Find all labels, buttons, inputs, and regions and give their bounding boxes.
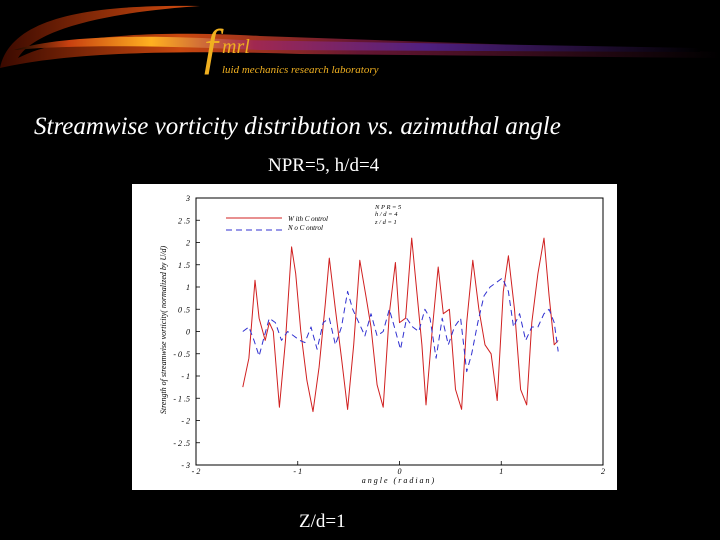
logo-subtitle: luid mechanics research laboratory [222, 64, 379, 76]
y-tick-label: 3 [185, 194, 190, 203]
chart-svg: 3 2 .5 2 1 .5 1 0 .5 0 - 0 .5 - 1 - 1 .5 - 2 - 2 .5… [159, 194, 605, 485]
annotation-hd: h / d = 4 [375, 211, 398, 218]
slide-subtitle: NPR=5, h/d=4 [268, 155, 380, 176]
y-tick-label: 1 .5 [178, 261, 190, 270]
annotation-zd: z / d = 1 [374, 219, 397, 226]
y-tick-label: - 0 .5 [173, 350, 190, 359]
y-tick-label: 1 [186, 283, 190, 292]
x-tick-label: 0 [398, 467, 402, 476]
y-tick-label: 2 .5 [178, 216, 190, 225]
logo-mrl: mrl [222, 36, 250, 58]
y-tick-label: - 1 .5 [173, 394, 190, 403]
series-line-no-control [242, 277, 559, 373]
y-axis-label: Strength of streamwise vorticity( normal… [159, 246, 168, 415]
y-tick-label: - 1 [181, 372, 190, 381]
y-tick-label: 0 [186, 328, 190, 337]
series-line-with-control [242, 237, 559, 413]
annotation-npr: N P R = 5 [374, 204, 402, 211]
x-tick-label: 1 [499, 467, 503, 476]
logo-f: f [204, 19, 218, 75]
chart-panel: 3 2 .5 2 1 .5 1 0 .5 0 - 0 .5 - 1 - 1 .5 - 2 - 2 .5… [132, 184, 617, 490]
y-tick-label: - 3 [181, 461, 190, 470]
slide-caption: Z/d=1 [299, 511, 346, 532]
y-tick-label: 0 .5 [178, 305, 190, 314]
x-tick-label: - 2 [192, 467, 201, 476]
y-tick-label: - 2 .5 [173, 439, 190, 448]
x-axis-label: a n g l e ( r a d i a n ) [362, 476, 435, 485]
y-tick-label: - 2 [181, 417, 190, 426]
x-tick-label: 2 [601, 467, 605, 476]
y-tick-label: 2 [186, 239, 190, 248]
legend-label-with-control: W ith C ontrol [288, 215, 328, 223]
legend-label-no-control: N o C ontrol [287, 224, 323, 232]
logo-swoosh-graphic [0, 5, 720, 68]
plot-frame [195, 197, 604, 466]
x-tick-label: - 1 [293, 467, 302, 476]
slide-title: Streamwise vorticity distribution vs. az… [34, 113, 561, 140]
